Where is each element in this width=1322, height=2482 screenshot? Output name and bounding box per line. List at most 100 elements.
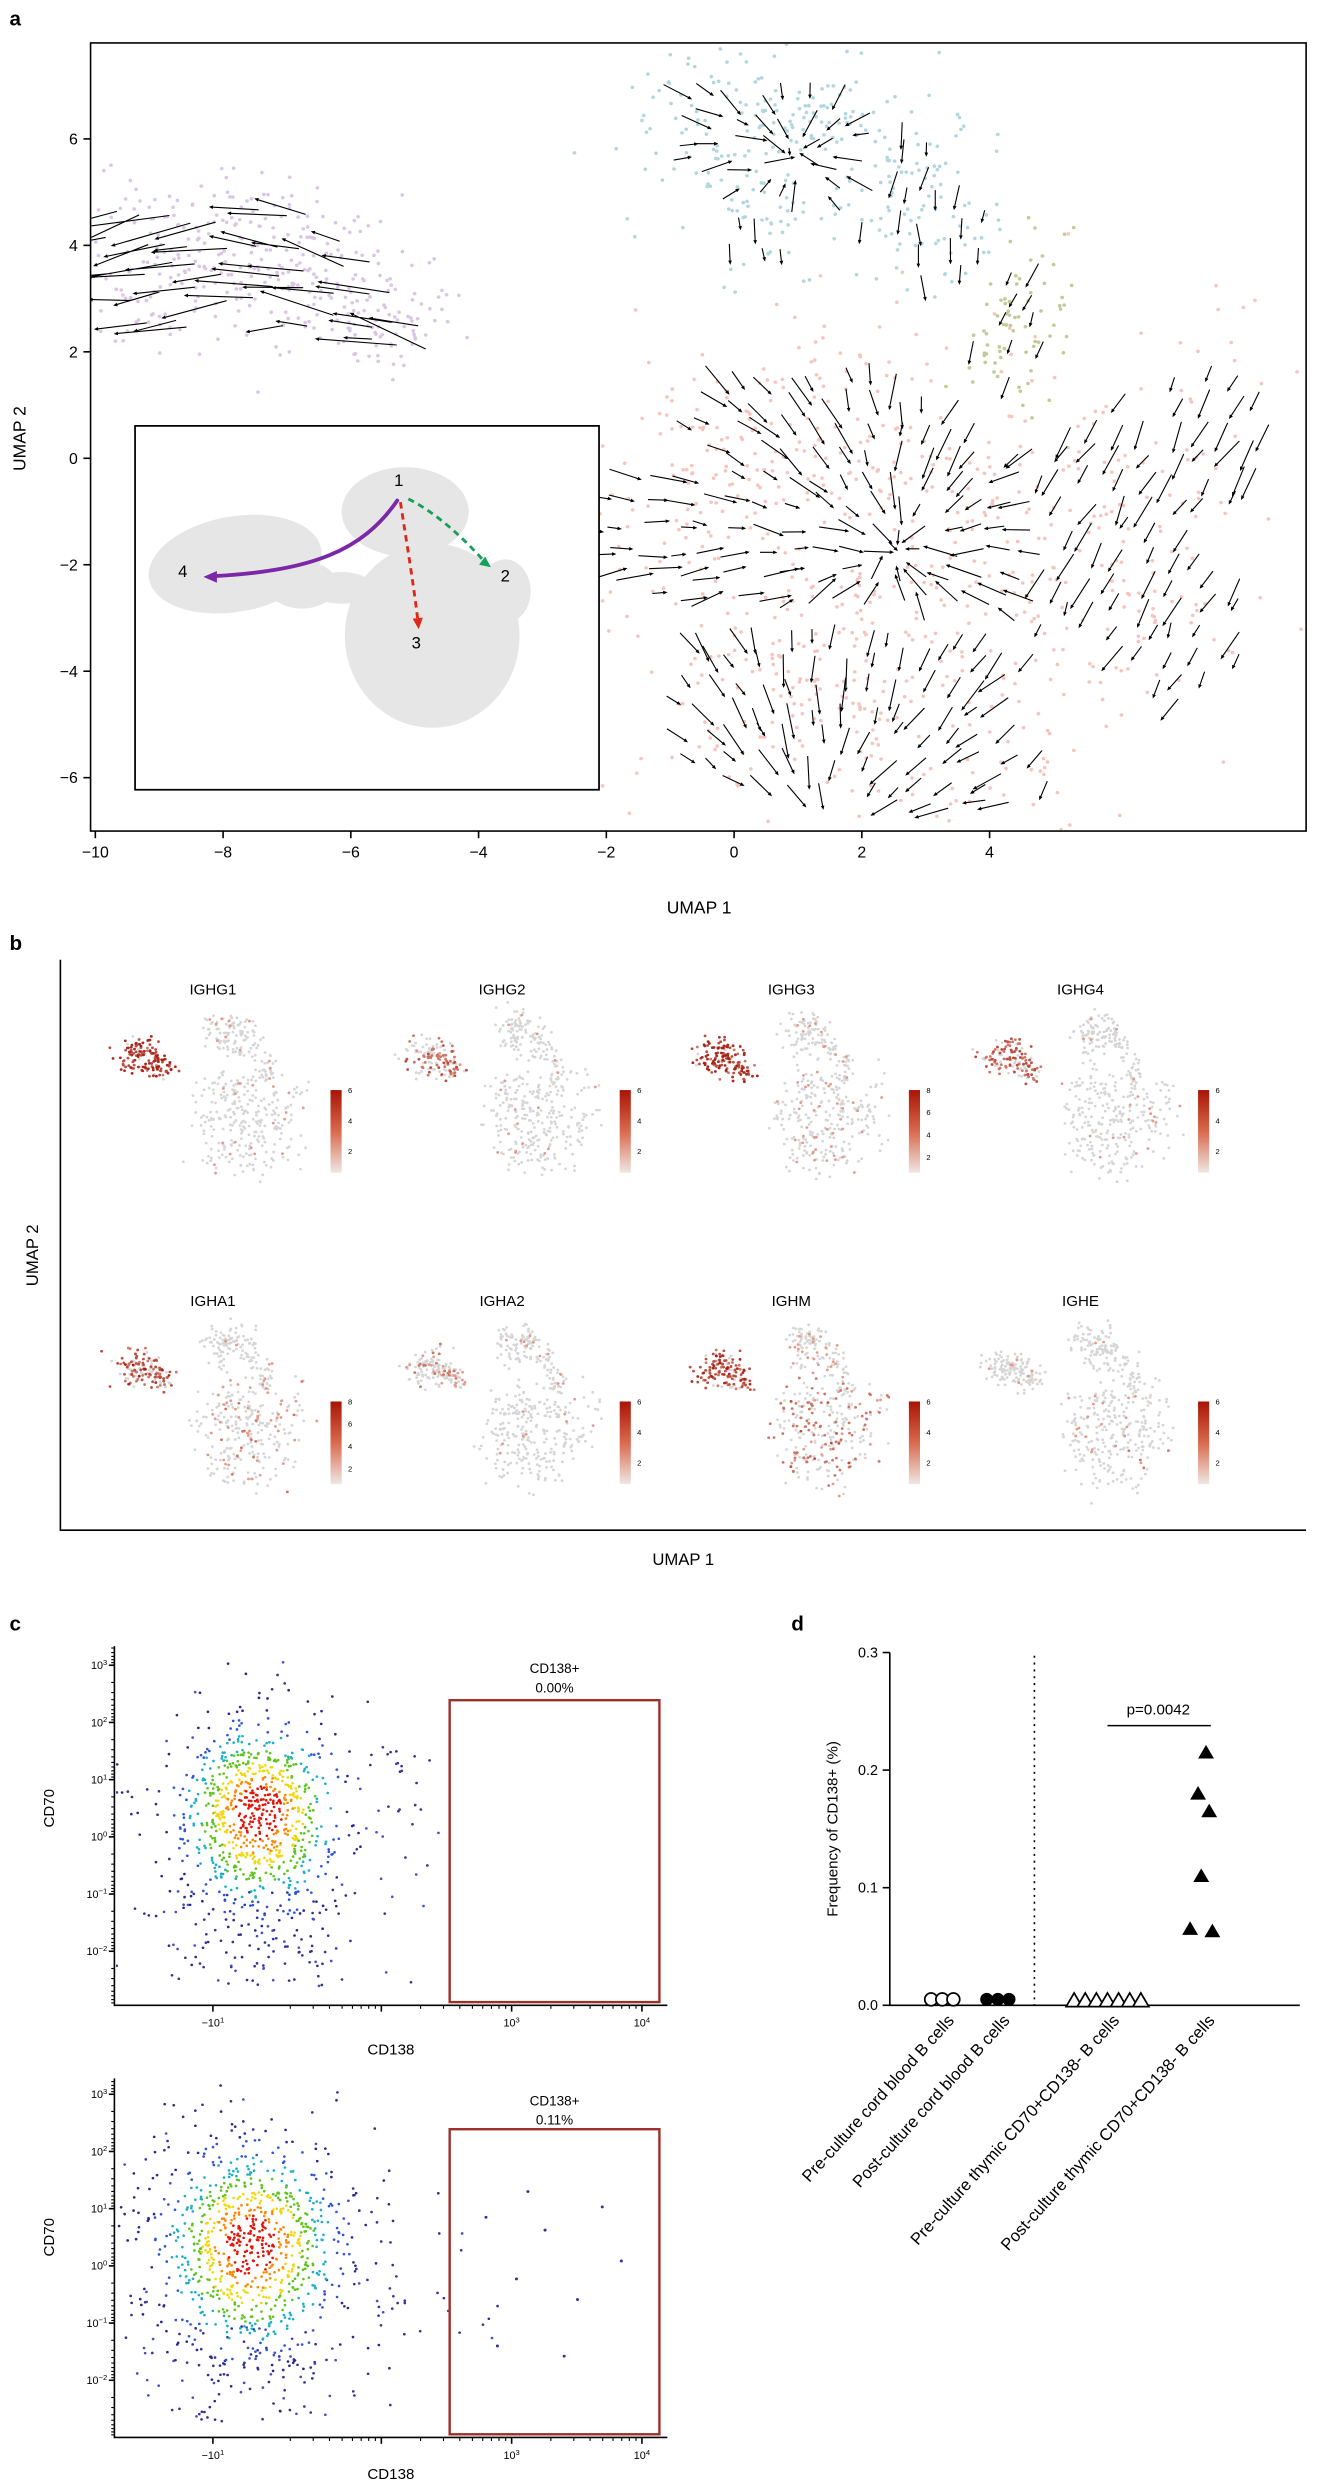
inset-node-1-label: 1 [394,471,403,490]
category-label: Pre-culture thymic CD70+CD138- B cells [907,2011,1124,2249]
panel-c-label: c [10,1612,21,1635]
svg-text:10−2: 10−2 [87,2373,108,2387]
flow-top-y-axis-label: CD70 [41,1789,58,1828]
p-value-label: p=0.0042 [1127,1702,1190,1719]
svg-text:−8: −8 [214,844,232,861]
svg-text:102: 102 [91,2144,107,2158]
svg-text:8: 8 [926,1086,930,1095]
panel-b-axes [59,959,1307,1531]
gate-label-bottom: CD138+ [530,2093,580,2108]
svg-text:10−1: 10−1 [87,2316,108,2330]
inset-node-3-label: 3 [412,633,421,652]
umap-x-axis-label: UMAP 1 [667,898,732,918]
svg-text:6: 6 [926,1397,930,1406]
svg-text:103: 103 [91,2087,107,2101]
svg-text:2: 2 [926,1153,930,1162]
trajectory-arrow-red [399,501,419,619]
svg-text:0.3: 0.3 [858,1645,878,1661]
gene-title: IGHG3 [768,982,815,999]
svg-text:−10: −10 [82,844,109,861]
category-label: Post-culture thymic CD70+CD138- B cells [997,2011,1219,2254]
svg-text:−2: −2 [60,557,78,574]
svg-text:−6: −6 [60,770,78,787]
svg-text:103: 103 [91,1658,107,1672]
svg-text:2: 2 [926,1459,930,1468]
gene-title: IGHG2 [479,982,526,999]
panel-a-label: a [10,7,22,30]
svg-text:−6: −6 [342,844,360,861]
svg-text:0: 0 [730,844,739,861]
panel-b-x-axis-label: UMAP 1 [652,1550,714,1569]
svg-text:10−1: 10−1 [87,1887,108,1901]
gene-title: IGHE [1062,1293,1099,1310]
svg-text:−2: −2 [597,844,615,861]
svg-text:10−2: 10−2 [87,1944,108,1958]
svg-text:6: 6 [348,1420,352,1429]
svg-text:6: 6 [1216,1397,1220,1406]
frequency-y-axis-label: Frequency of CD138+ (%) [824,1741,841,1917]
svg-text:0.0: 0.0 [858,1998,878,2014]
gene-title: IGHA2 [479,1293,524,1310]
gate-percent-top: 0.00% [535,1680,573,1695]
svg-text:4: 4 [348,1117,353,1126]
gene-title: IGHG1 [189,982,236,999]
svg-text:6: 6 [637,1397,641,1406]
svg-text:2: 2 [637,1459,641,1468]
svg-text:4: 4 [348,1442,353,1451]
svg-text:101: 101 [91,1772,107,1786]
panel-b-label: b [10,932,23,955]
svg-text:4: 4 [1216,1428,1221,1437]
svg-text:6: 6 [348,1086,352,1095]
rna-velocity-arrows [91,82,1270,819]
gene-title: IGHM [772,1293,811,1310]
panel-b-y-axis-label: UMAP 2 [23,1224,42,1286]
svg-text:0.1: 0.1 [858,1880,878,1896]
svg-text:6: 6 [926,1108,930,1117]
panel-b: b UMAP 1 UMAP 2 IGHG1 6 4 2 IGHG2 6 4 2 IGHG3 8 6 4… [10,932,1307,1569]
inset-node-4-label: 4 [178,562,187,581]
flow-cytometry-plots: 103 102 101 100 10−1 10−2 −101 103 104 103 102 101 1… [87,1646,668,2462]
inset-silhouette [148,467,531,728]
trajectory-arrowhead-purple [203,570,217,583]
svg-text:2: 2 [69,344,78,361]
flow-top-x-axis-label: CD138 [367,2042,414,2059]
umap-axes: −10 −8 −6 −4 −2 0 2 4 6 4 2 0 −2 −4 −6 [60,42,1307,861]
panel-d-label: d [791,1612,804,1635]
svg-text:4: 4 [637,1117,642,1126]
svg-text:100: 100 [91,2259,107,2273]
svg-text:−101: −101 [202,2448,225,2462]
svg-text:103: 103 [504,2016,520,2030]
gate-percent-bottom: 0.11% [536,2112,573,2127]
svg-text:104: 104 [634,2448,651,2462]
inset-node-2-label: 2 [501,567,510,586]
svg-text:2: 2 [1216,1147,1220,1156]
svg-text:4: 4 [926,1428,931,1437]
svg-text:4: 4 [1216,1117,1221,1126]
trajectory-arrow-purple [214,498,400,578]
trajectory-arrowhead-green [479,556,491,568]
svg-text:2: 2 [857,844,866,861]
gene-feature-plots: IGHG1 6 4 2 IGHG2 6 4 2 IGHG3 8 6 4 2 IGHG4 6 4 2 IGHA1 8 6… [100,982,1221,1505]
svg-text:8: 8 [348,1397,352,1406]
trajectory-inset: 1 2 3 4 [134,424,600,791]
umap-y-axis-label: UMAP 2 [9,406,29,471]
svg-text:104: 104 [634,2016,651,2030]
trajectory-arrowhead-red [412,617,423,630]
svg-text:4: 4 [69,238,78,255]
flow-bottom-y-axis-label: CD70 [41,2218,58,2257]
svg-text:103: 103 [504,2448,520,2462]
svg-text:2: 2 [348,1147,352,1156]
svg-text:4: 4 [637,1428,642,1437]
svg-text:101: 101 [91,2201,107,2215]
gene-title: IGHA1 [190,1293,235,1310]
svg-text:−4: −4 [470,844,488,861]
svg-text:2: 2 [1216,1459,1220,1468]
svg-text:−101: −101 [202,2016,225,2030]
trajectory-arrow-green [407,497,485,562]
svg-text:100: 100 [91,1830,107,1844]
